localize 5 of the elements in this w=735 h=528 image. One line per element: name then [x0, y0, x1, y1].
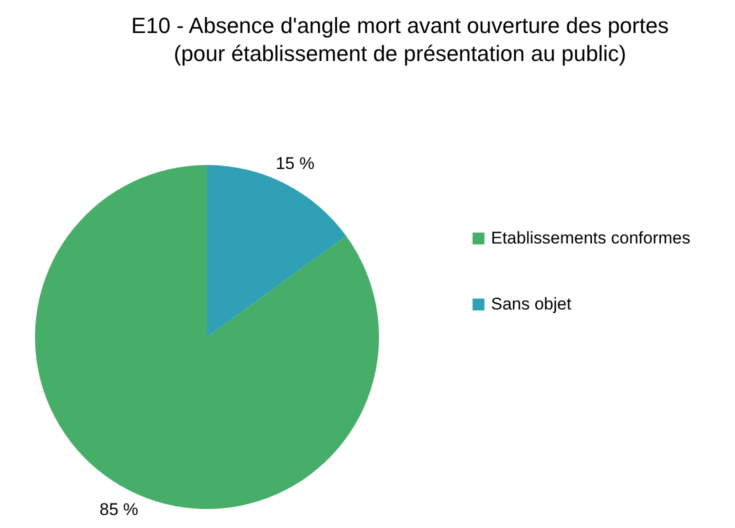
data-label: 15 % [276, 154, 314, 174]
data-label: 85 % [100, 500, 138, 519]
chart-title: E10 - Absence d'angle mort avant ouverture des portes (pour établissement de présentation au public) [131, 13, 669, 66]
legend-label: Etablissements conformes [491, 228, 690, 248]
legend-label: Sans objet [491, 294, 572, 314]
